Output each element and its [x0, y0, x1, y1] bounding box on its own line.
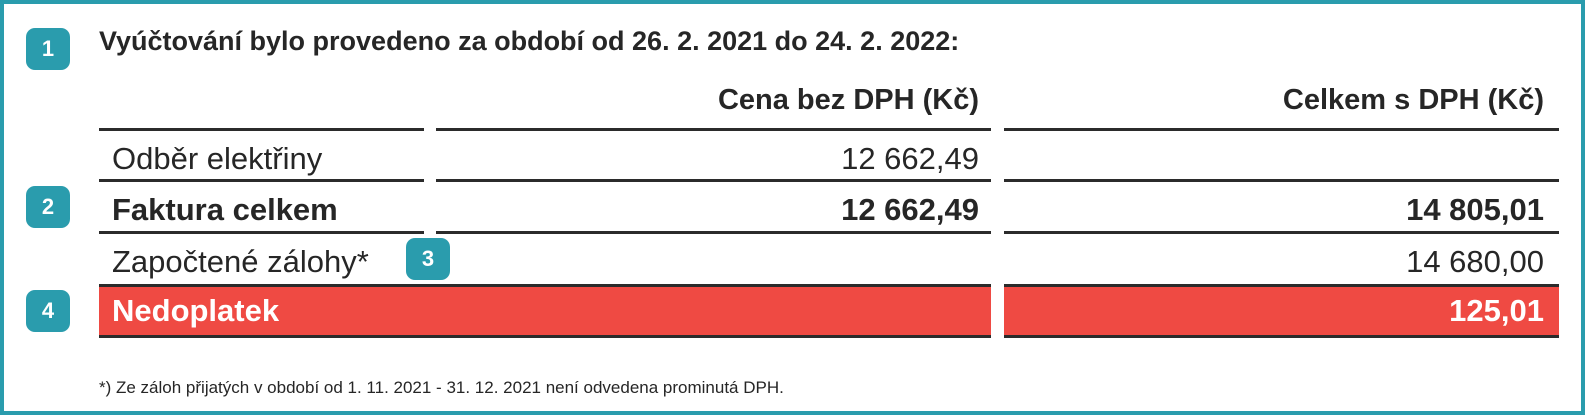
row-label-underpayment: Nedoplatek — [112, 293, 280, 328]
table-rule — [99, 335, 991, 338]
badge-3: 3 — [406, 238, 450, 280]
badge-4: 4 — [26, 290, 70, 332]
row-label-invoice-total: Faktura celkem — [112, 192, 338, 227]
column-header-net: Cena bez DPH (Kč) — [717, 84, 979, 116]
table-rule — [1004, 284, 1559, 287]
table-rule — [1004, 335, 1559, 338]
table-rule — [436, 128, 991, 131]
row-gross-deposits: 14 680,00 — [1406, 244, 1544, 279]
table-rule — [99, 128, 424, 131]
billing-period-heading: Vyúčtování bylo provedeno za období od 2… — [99, 26, 960, 56]
row-net-consumption: 12 662,49 — [841, 141, 979, 176]
row-gross-underpayment: 125,01 — [1449, 293, 1544, 328]
underpayment-bar — [1004, 287, 1559, 335]
table-rule — [1004, 128, 1559, 131]
badge-2: 2 — [26, 186, 70, 228]
row-net-invoice-total: 12 662,49 — [841, 192, 979, 227]
table-rule — [99, 231, 424, 234]
table-rule — [436, 231, 991, 234]
row-label-consumption: Odběr elektřiny — [112, 141, 323, 176]
row-label-deposits: Započtené zálohy* — [112, 244, 369, 279]
table-rule — [1004, 179, 1559, 182]
table-rule — [436, 179, 991, 182]
row-gross-invoice-total: 14 805,01 — [1406, 192, 1544, 227]
table-rule — [1004, 231, 1559, 234]
table-rule — [99, 179, 424, 182]
badge-1: 1 — [26, 28, 70, 70]
table-rule — [99, 284, 991, 287]
underpayment-bar — [99, 287, 991, 335]
vat-footnote: *) Ze záloh přijatých v období od 1. 11.… — [99, 378, 784, 397]
column-header-gross: Celkem s DPH (Kč) — [1282, 84, 1544, 116]
